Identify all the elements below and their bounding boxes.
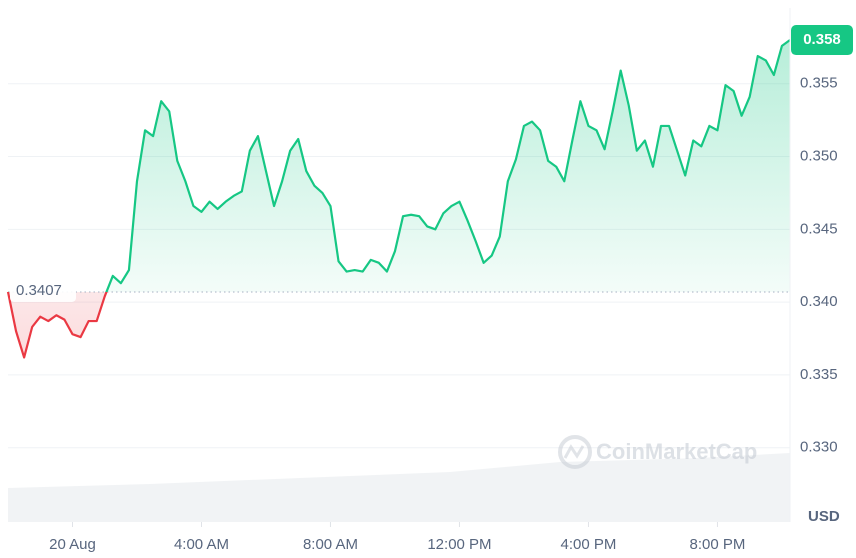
y-tick-label: 0.355 <box>800 75 838 92</box>
y-tick-label: 0.330 <box>800 439 838 456</box>
watermark-text: CoinMarketCap <box>596 439 757 464</box>
baseline-label-bg <box>10 279 76 302</box>
last-price-badge <box>791 25 853 56</box>
y-tick-label: 0.350 <box>800 147 838 164</box>
y-tick-label: 0.340 <box>800 293 838 310</box>
currency-label: USD <box>808 508 840 525</box>
watermark: CoinMarketCap <box>558 435 757 469</box>
baseline-label: 0.3407 <box>16 282 62 299</box>
y-tick-label: 0.335 <box>800 366 838 383</box>
last-price-label: 0.358 <box>803 31 841 48</box>
x-tick-label: 20 Aug <box>49 536 96 553</box>
volume-backdrop <box>8 453 790 522</box>
x-tick-label: 12:00 PM <box>427 536 491 553</box>
x-tick-label: 4:00 AM <box>174 536 229 553</box>
plot: 0.3407 <box>6 39 791 359</box>
price-line <box>6 39 791 359</box>
x-tick-label: 4:00 PM <box>561 536 617 553</box>
price-area <box>8 40 790 358</box>
x-tick-label: 8:00 AM <box>303 536 358 553</box>
x-tick-label: 8:00 PM <box>690 536 746 553</box>
y-tick-label: 0.345 <box>800 220 838 237</box>
